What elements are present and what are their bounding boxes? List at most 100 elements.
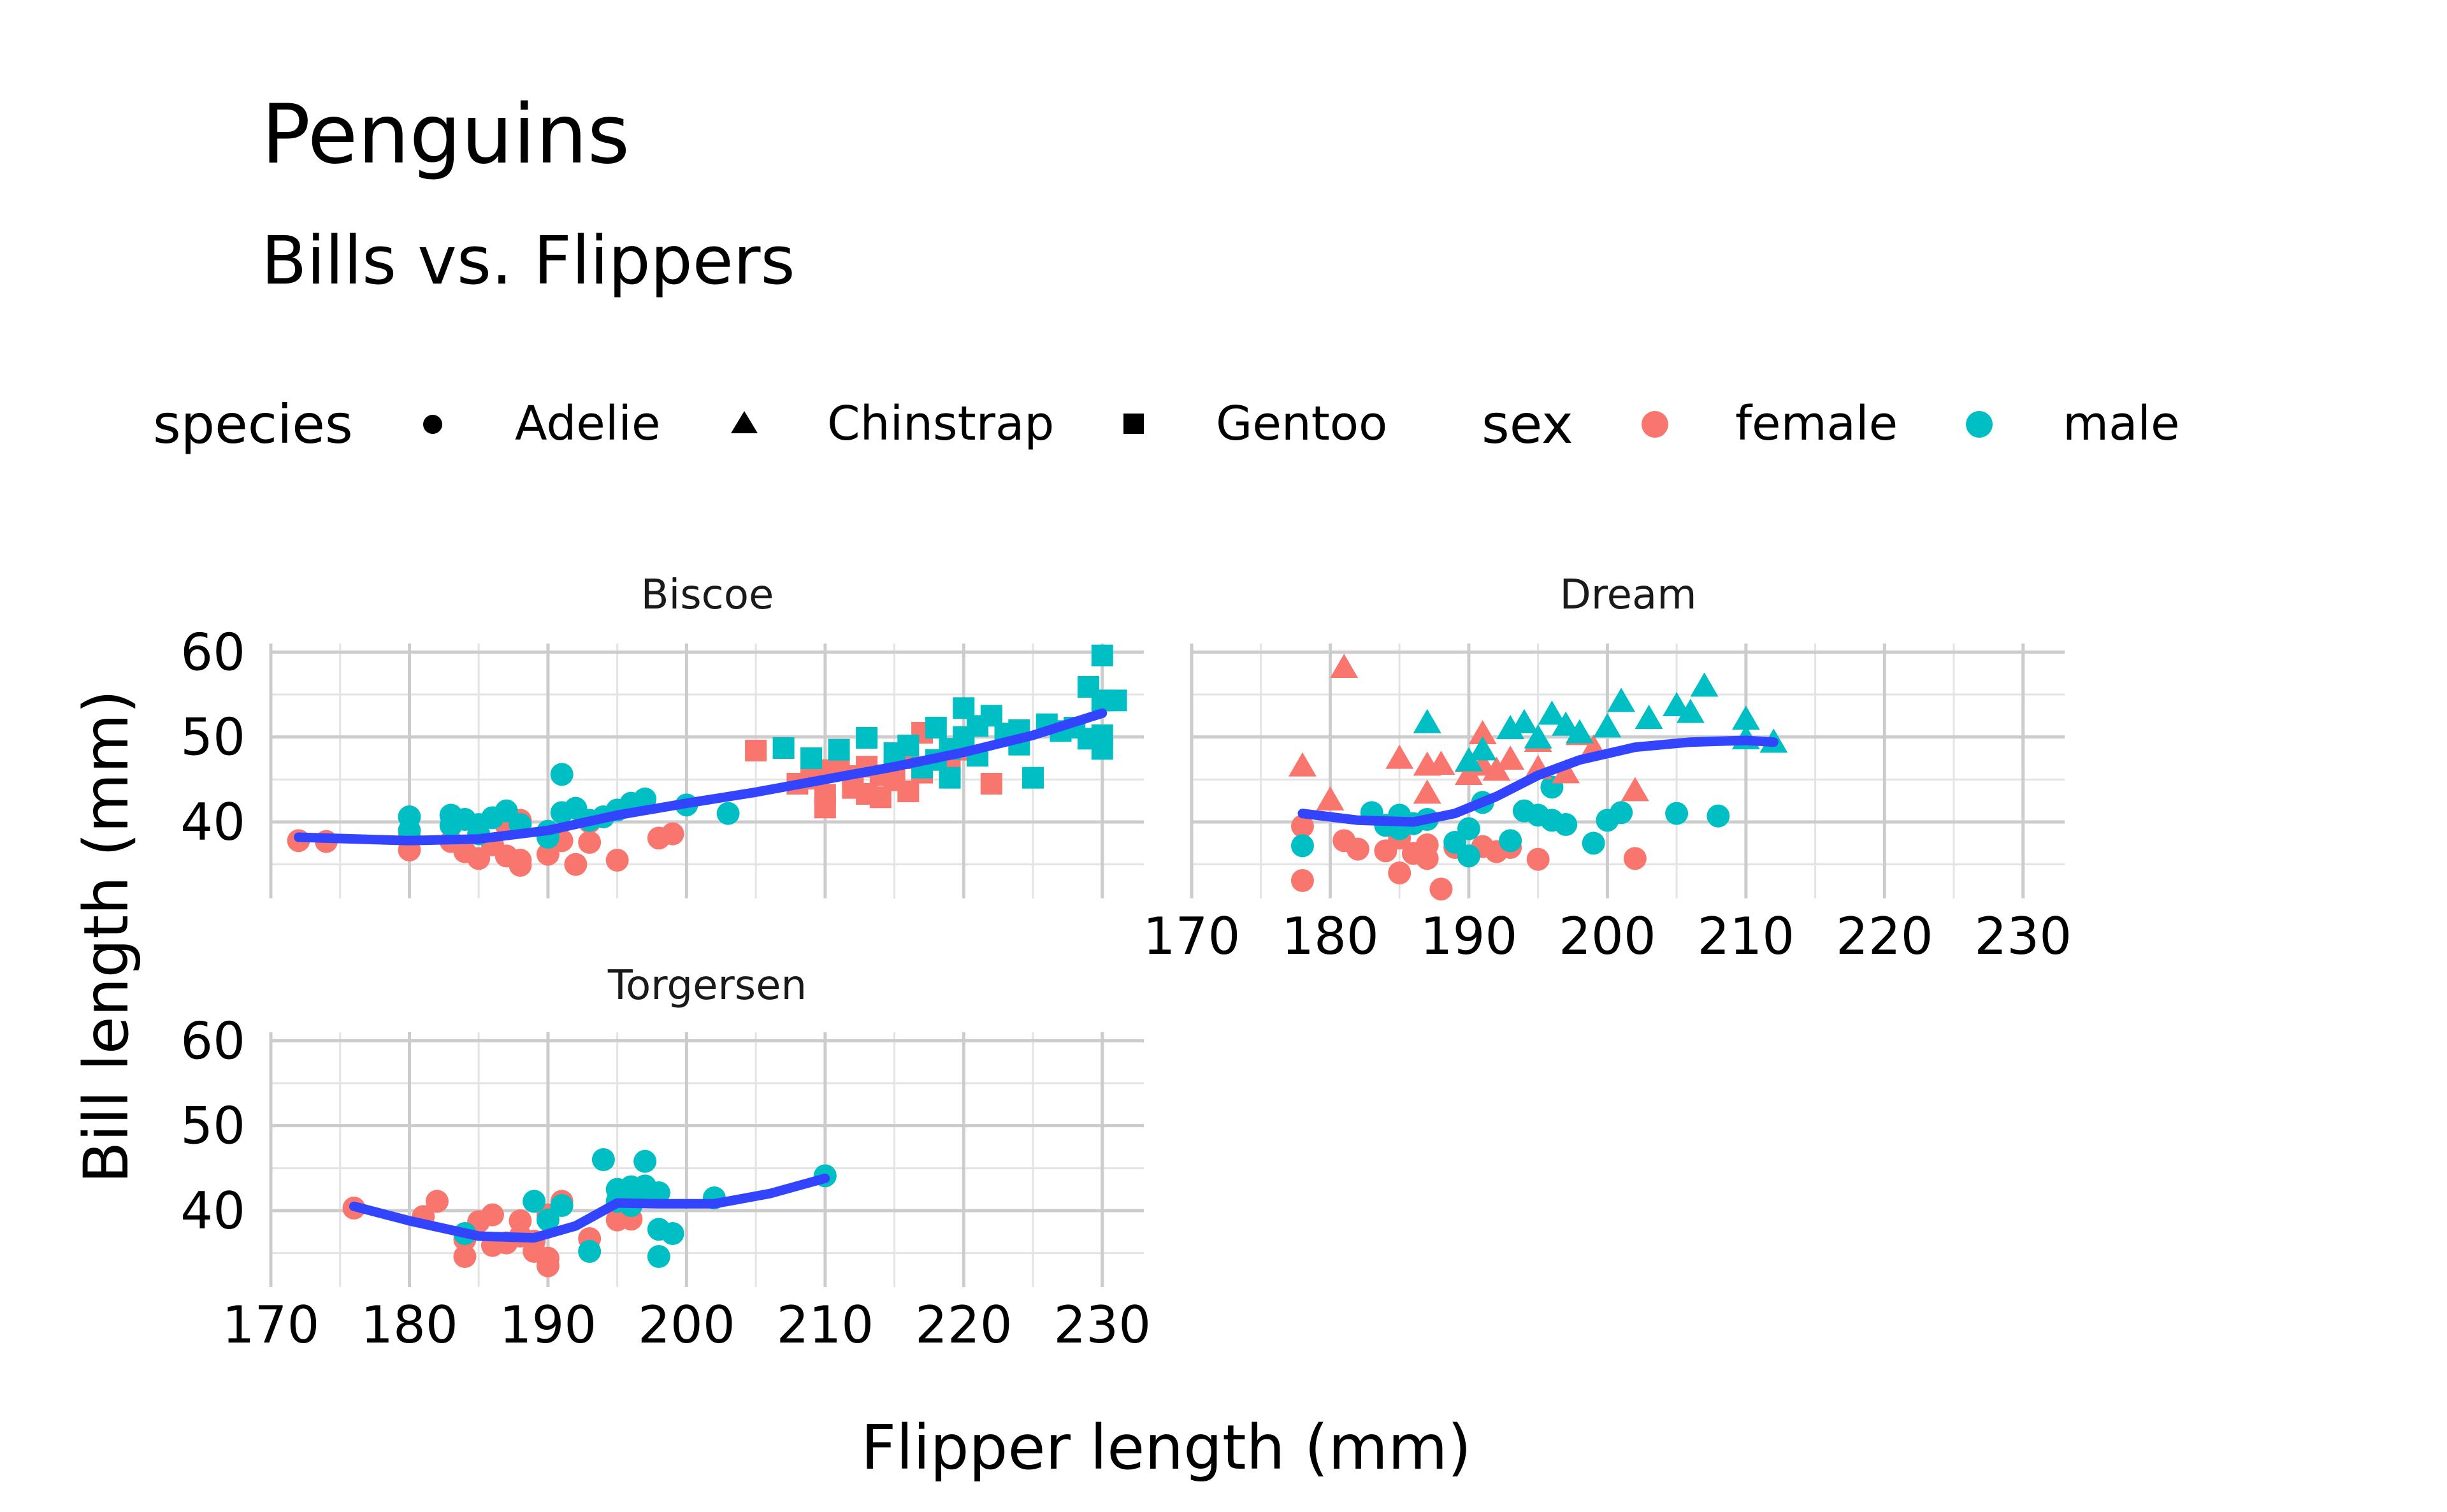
legend: species Adelie Chinstrap Gentoo sex fema… <box>153 393 2180 456</box>
point-chinstrap-male <box>1552 711 1580 736</box>
x-tick-label: 200 <box>638 1295 735 1355</box>
point-chinstrap-male <box>1524 724 1552 749</box>
point-gentoo-male <box>1105 689 1127 712</box>
point-adelie-male <box>1290 834 1314 858</box>
facet-label-dream: Dream <box>1559 572 1696 619</box>
legend-adelie-label: Adelie <box>515 396 660 451</box>
smooth-line-biscoe <box>294 708 1108 846</box>
legend-male-key <box>1966 411 1993 438</box>
x-tick-label: 230 <box>1053 1295 1151 1355</box>
facet-panel-biscoe: Biscoe 40 50 60 <box>180 572 1144 898</box>
point-gentoo-male <box>939 767 961 789</box>
point-adelie-male <box>591 1148 615 1171</box>
point-adelie-male <box>1457 844 1480 868</box>
point-adelie-male <box>578 1240 602 1263</box>
point-adelie-female <box>509 1209 532 1232</box>
point-adelie-male <box>661 1222 684 1245</box>
facet-label-torgersen: Torgersen <box>607 962 807 1009</box>
x-tick-label: 180 <box>361 1295 458 1355</box>
y-tick-label: 40 <box>180 1181 245 1241</box>
chart-title: Penguins <box>261 87 630 182</box>
point-gentoo-male <box>925 717 947 738</box>
point-adelie-male <box>1457 817 1480 840</box>
point-chinstrap-female <box>1454 761 1483 785</box>
legend-female-label: female <box>1735 396 1898 451</box>
legend-chinstrap-triangle-key <box>731 411 758 433</box>
legend-sex: sex female male <box>1482 393 2180 456</box>
point-chinstrap-male <box>1413 709 1441 733</box>
point-gentoo-male <box>800 747 823 769</box>
legend-chinstrap-label: Chinstrap <box>827 396 1054 451</box>
point-chinstrap-male <box>1565 719 1594 744</box>
y-axis-label: Bill length (mm) <box>71 690 142 1184</box>
y-tick-label: 50 <box>180 1097 245 1156</box>
point-chinstrap-male <box>1510 709 1538 733</box>
point-adelie-male <box>633 1149 657 1173</box>
point-adelie-male <box>536 1208 559 1232</box>
point-chinstrap-male <box>1676 698 1705 723</box>
point-gentoo-male <box>828 738 850 761</box>
x-tick-label: 220 <box>915 1295 1013 1355</box>
point-gentoo-male <box>1091 644 1113 666</box>
point-gentoo-female <box>745 740 767 761</box>
point-adelie-male <box>647 1181 670 1204</box>
point-chinstrap-female <box>1288 752 1317 777</box>
chart-subtitle: Bills vs. Flippers <box>261 222 795 299</box>
facet-panel-dream: Dream 170 180 190 200 210 220 230 <box>1143 572 2072 966</box>
point-adelie-male <box>1554 813 1578 836</box>
legend-sex-title: sex <box>1482 393 1573 456</box>
point-chinstrap-male <box>1607 688 1636 712</box>
x-tick-label: 180 <box>1281 907 1379 966</box>
point-gentoo-female <box>814 796 836 819</box>
point-chinstrap-female <box>1330 654 1359 678</box>
point-gentoo-male <box>1091 738 1113 760</box>
point-gentoo-female <box>980 773 1002 795</box>
point-adelie-female <box>578 831 602 854</box>
point-chinstrap-male <box>1731 705 1760 730</box>
x-tick-label: 190 <box>500 1295 597 1355</box>
x-tick-label: 170 <box>1143 907 1241 966</box>
point-adelie-male <box>1665 802 1689 825</box>
x-tick-label: 210 <box>1697 907 1794 966</box>
point-adelie-male <box>550 1194 574 1217</box>
point-chinstrap-male <box>1663 692 1691 716</box>
point-chinstrap-male <box>1593 713 1622 738</box>
point-chinstrap-male <box>1690 672 1719 697</box>
legend-gentoo-label: Gentoo <box>1216 396 1387 451</box>
point-adelie-male <box>1707 804 1730 828</box>
point-chinstrap-female <box>1621 777 1649 802</box>
legend-gentoo-square-key <box>1123 414 1144 434</box>
x-tick-label: 200 <box>1559 907 1656 966</box>
point-chinstrap-female <box>1385 744 1414 769</box>
point-adelie-male <box>1499 829 1522 853</box>
point-chinstrap-female <box>1468 720 1497 744</box>
point-chinstrap-female <box>1316 786 1345 810</box>
x-axis-label: Flipper length (mm) <box>861 1412 1471 1483</box>
smooth-line-torgersen <box>349 1173 830 1243</box>
point-adelie-male <box>647 1245 670 1268</box>
smooth-line-dream <box>1297 735 1779 827</box>
point-chinstrap-male <box>1538 700 1566 725</box>
point-adelie-female <box>564 853 588 876</box>
point-adelie-male <box>523 1190 546 1213</box>
legend-species-title: species <box>153 393 353 456</box>
x-tick-label: 220 <box>1836 907 1933 966</box>
point-adelie-female <box>1388 861 1411 884</box>
point-gentoo-male <box>856 727 878 749</box>
point-adelie-female <box>480 1203 504 1227</box>
point-chinstrap-female <box>1427 751 1455 775</box>
point-chinstrap-female <box>1413 779 1441 804</box>
legend-female-key <box>1642 411 1668 438</box>
point-gentoo-female <box>897 781 920 802</box>
point-adelie-female <box>1290 814 1314 838</box>
point-gentoo-male <box>772 737 795 759</box>
legend-male-label: male <box>2063 396 2180 451</box>
point-gentoo-male <box>1022 767 1044 789</box>
point-adelie-female <box>509 849 532 872</box>
point-adelie-female <box>1290 869 1314 892</box>
point-adelie-female <box>661 822 684 846</box>
point-adelie-female <box>605 849 629 872</box>
point-chinstrap-female <box>1496 745 1525 770</box>
